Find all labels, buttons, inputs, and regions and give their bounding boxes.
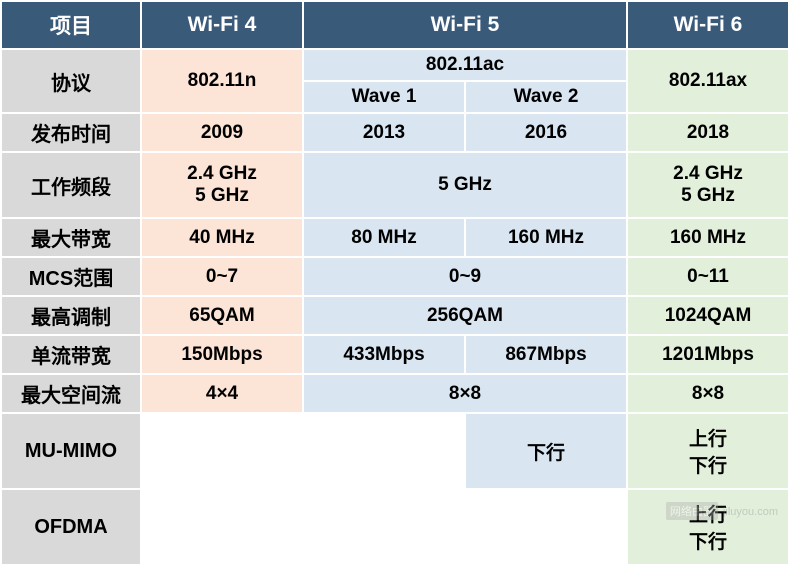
row-protocol-1: 协议 802.11n 802.11ac 802.11ax [1,49,789,81]
row-spatial: 最大空间流 4×4 8×8 8×8 [1,374,789,413]
cell-band-wifi4: 2.4 GHz 5 GHz [141,152,303,218]
label-spatial: 最大空间流 [1,374,141,413]
row-release: 发布时间 2009 2013 2016 2018 [1,113,789,152]
cell-mumimo-wifi5-w2: 下行 [465,413,627,489]
cell-band-wifi5: 5 GHz [303,152,627,218]
label-single-stream: 单流带宽 [1,335,141,374]
cell-maxbw-wifi4: 40 MHz [141,218,303,257]
cell-maxbw-wifi5-w1: 80 MHz [303,218,465,257]
band-wifi4-l1: 2.4 GHz [148,163,296,185]
cell-mumimo-wifi6: 上行 下行 [627,413,789,489]
cell-spatial-wifi6: 8×8 [627,374,789,413]
band-wifi4-l2: 5 GHz [148,185,296,207]
cell-maxbw-wifi6: 160 MHz [627,218,789,257]
cell-ss-wifi5-w1: 433Mbps [303,335,465,374]
cell-mcs-wifi4: 0~7 [141,257,303,296]
label-mumimo: MU-MIMO [1,413,141,489]
row-maxbw: 最大带宽 40 MHz 80 MHz 160 MHz 160 MHz [1,218,789,257]
label-modulation: 最高调制 [1,296,141,335]
cell-ofdma-wifi5-w1-empty [303,489,465,565]
band-wifi6-l1: 2.4 GHz [634,163,782,185]
watermark-site: jiluyou.com [723,506,778,518]
row-modulation: 最高调制 65QAM 256QAM 1024QAM [1,296,789,335]
header-col-item: 项目 [1,1,141,49]
cell-protocol-wifi4: 802.11n [141,49,303,113]
cell-protocol-wave1: Wave 1 [303,81,465,113]
watermark-tag: 网络由器 [666,502,718,520]
cell-band-wifi6: 2.4 GHz 5 GHz [627,152,789,218]
cell-mod-wifi5: 256QAM [303,296,627,335]
row-band: 工作频段 2.4 GHz 5 GHz 5 GHz 2.4 GHz 5 GHz [1,152,789,218]
band-wifi6-l2: 5 GHz [634,185,782,207]
label-protocol: 协议 [1,49,141,113]
cell-mumimo-wifi4-empty [141,413,303,489]
mumimo-wifi6-l2: 下行 [634,451,782,478]
watermark: 网络由器 jiluyou.com [666,502,778,520]
header-col-wifi5: Wi-Fi 5 [303,1,627,49]
header-col-wifi6: Wi-Fi 6 [627,1,789,49]
row-mcs: MCS范围 0~7 0~9 0~11 [1,257,789,296]
cell-spatial-wifi4: 4×4 [141,374,303,413]
label-maxbw: 最大带宽 [1,218,141,257]
cell-protocol-wifi5-top: 802.11ac [303,49,627,81]
row-single-stream: 单流带宽 150Mbps 433Mbps 867Mbps 1201Mbps [1,335,789,374]
cell-ss-wifi5-w2: 867Mbps [465,335,627,374]
cell-mod-wifi4: 65QAM [141,296,303,335]
cell-release-wifi5-w2: 2016 [465,113,627,152]
label-ofdma: OFDMA [1,489,141,565]
wifi-comparison-table: 项目 Wi-Fi 4 Wi-Fi 5 Wi-Fi 6 协议 802.11n 80… [0,0,790,566]
mumimo-wifi6-l1: 上行 [634,424,782,451]
header-col-wifi4: Wi-Fi 4 [141,1,303,49]
cell-ss-wifi4: 150Mbps [141,335,303,374]
cell-mumimo-wifi5-w1-empty [303,413,465,489]
ofdma-wifi6-l2: 下行 [634,527,782,554]
cell-mcs-wifi6: 0~11 [627,257,789,296]
cell-mod-wifi6: 1024QAM [627,296,789,335]
row-ofdma: OFDMA 上行 下行 [1,489,789,565]
header-row: 项目 Wi-Fi 4 Wi-Fi 5 Wi-Fi 6 [1,1,789,49]
cell-maxbw-wifi5-w2: 160 MHz [465,218,627,257]
cell-ofdma-wifi4-empty [141,489,303,565]
row-mumimo: MU-MIMO 下行 上行 下行 [1,413,789,489]
cell-ofdma-wifi5-w2-empty [465,489,627,565]
cell-spatial-wifi5: 8×8 [303,374,627,413]
cell-ss-wifi6: 1201Mbps [627,335,789,374]
cell-release-wifi4: 2009 [141,113,303,152]
cell-release-wifi6: 2018 [627,113,789,152]
cell-ofdma-wifi6: 上行 下行 [627,489,789,565]
label-release: 发布时间 [1,113,141,152]
cell-protocol-wave2: Wave 2 [465,81,627,113]
cell-protocol-wifi6: 802.11ax [627,49,789,113]
cell-mcs-wifi5: 0~9 [303,257,627,296]
label-mcs: MCS范围 [1,257,141,296]
cell-release-wifi5-w1: 2013 [303,113,465,152]
label-band: 工作频段 [1,152,141,218]
